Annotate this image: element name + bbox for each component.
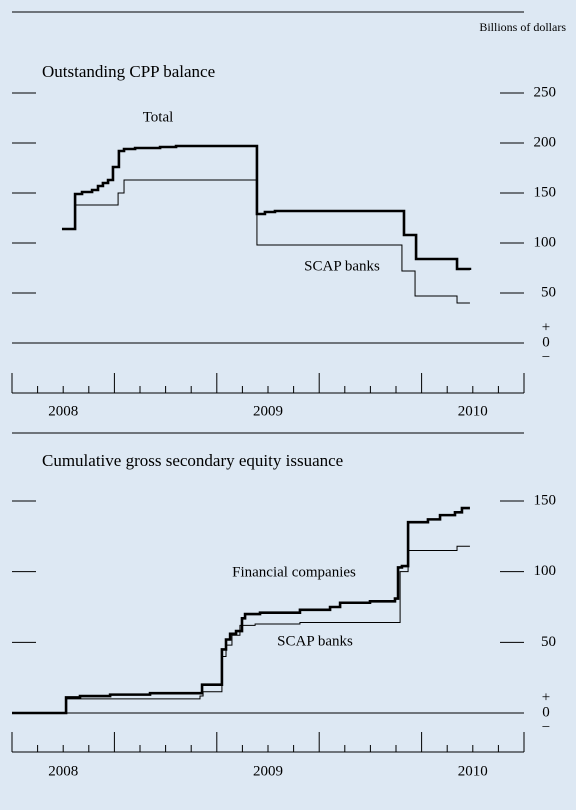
zero-sign: − bbox=[542, 719, 550, 735]
y-tick-label: 150 bbox=[534, 492, 557, 508]
zero-sign: − bbox=[542, 349, 550, 365]
series-line bbox=[12, 506, 470, 715]
y-tick-label: 0 bbox=[542, 704, 550, 720]
x-tick-label: 2008 bbox=[48, 763, 78, 779]
y-tick-label: 50 bbox=[541, 284, 556, 300]
units-label: Billions of dollars bbox=[479, 20, 566, 34]
x-tick-label: 2009 bbox=[253, 403, 283, 419]
y-tick-label: 250 bbox=[534, 84, 557, 100]
y-tick-label: 200 bbox=[534, 134, 557, 150]
y-tick-label: 100 bbox=[534, 563, 557, 579]
y-tick-label: 150 bbox=[534, 184, 557, 200]
panel-title: Outstanding CPP balance bbox=[42, 62, 215, 81]
panel-title: Cumulative gross secondary equity issuan… bbox=[42, 451, 343, 470]
annotation: Total bbox=[143, 109, 174, 125]
x-tick-label: 2009 bbox=[253, 763, 283, 779]
zero-sign: + bbox=[542, 319, 550, 335]
series-line bbox=[12, 545, 470, 714]
x-tick-label: 2010 bbox=[458, 763, 488, 779]
series-line bbox=[75, 179, 470, 304]
y-tick-label: 100 bbox=[534, 234, 557, 250]
y-tick-label: 50 bbox=[541, 634, 556, 650]
annotation: SCAP banks bbox=[304, 258, 380, 274]
annotation: Financial companies bbox=[232, 564, 356, 580]
x-tick-label: 2010 bbox=[458, 403, 488, 419]
series-line bbox=[61, 144, 472, 271]
zero-sign: + bbox=[542, 689, 550, 705]
annotation: SCAP banks bbox=[277, 633, 353, 649]
x-tick-label: 2008 bbox=[48, 403, 78, 419]
y-tick-label: 0 bbox=[542, 334, 550, 350]
